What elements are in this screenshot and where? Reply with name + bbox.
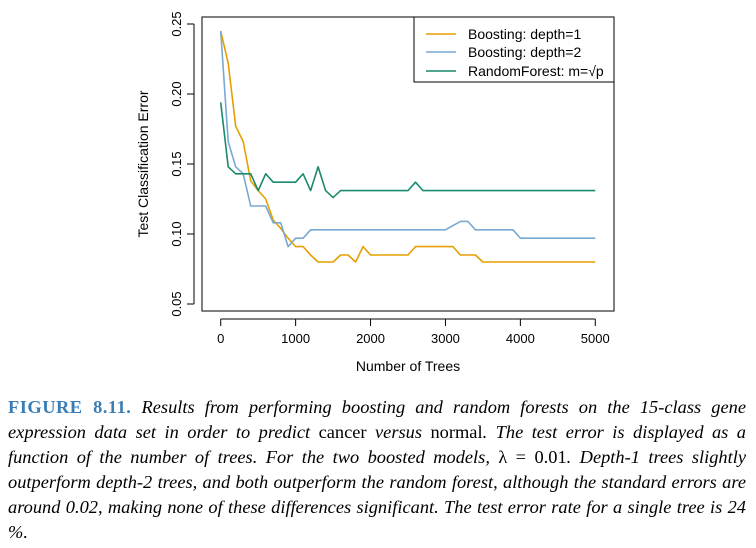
x-tick-label: 0	[217, 331, 224, 346]
chart: 0 1000 2000 3000 4000 5000 0.050.100.150.200.…	[135, 11, 615, 374]
x-tick-label: 2000	[356, 331, 385, 346]
x-axis-label: Number of Trees	[356, 358, 460, 374]
y-axis-label: Test Classification Error	[135, 90, 151, 237]
x-axis: 0 1000 2000 3000 4000 5000	[217, 318, 610, 346]
y-tick-label: 0.05	[169, 291, 184, 316]
plot-frame	[201, 16, 615, 312]
y-tick-label: 0.20	[169, 81, 184, 106]
caption-math: λ = 0.01	[498, 447, 567, 467]
series-line-0	[219, 30, 596, 263]
x-tick-label: 3000	[431, 331, 460, 346]
y-tick-label: 0.15	[169, 151, 184, 176]
caption-word-normal: normal	[430, 422, 483, 442]
y-axis: 0.05 0.10 0.15 0.20 0.25	[169, 11, 195, 317]
x-tick-label: 1000	[281, 331, 310, 346]
figure-label: FIGURE 8.11.	[8, 397, 132, 417]
caption-text-4: . Depth-1 trees slightly outperform dept…	[8, 447, 746, 542]
series-line-1	[219, 30, 596, 248]
caption-text-2: versus	[366, 422, 431, 442]
caption-text-3: . The test error is displayed as a funct…	[8, 422, 747, 467]
x-tick-label: 5000	[581, 331, 610, 346]
series-layer	[219, 30, 596, 263]
caption-word-cancer: cancer	[318, 422, 367, 442]
legend-label-series-1: Boosting: depth=2	[468, 44, 581, 60]
legend: Boosting: depth=1 Boosting: depth=2 Rand…	[413, 16, 615, 83]
y-tick-label: 0.25	[169, 11, 184, 36]
legend-label-series-0: Boosting: depth=1	[468, 26, 581, 42]
x-tick-label: 4000	[506, 331, 535, 346]
legend-label-series-2: RandomForest: m=√p	[468, 63, 604, 79]
series-line-2	[219, 102, 596, 199]
caption-text-1: Results from performing boosting and ran…	[8, 397, 746, 442]
figure-caption: FIGURE 8.11. Results from performing boo…	[8, 395, 746, 545]
y-tick-label: 0.10	[169, 221, 184, 246]
